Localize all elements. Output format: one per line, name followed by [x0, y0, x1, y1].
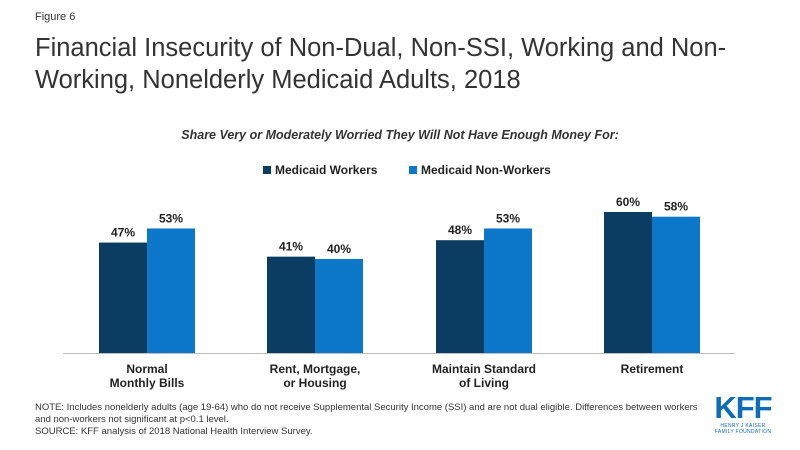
data-label-3-series-1: 48%	[448, 223, 472, 237]
chart-title: Financial Insecurity of Non-Dual, Non-SS…	[35, 34, 727, 94]
bar-1-series-2	[147, 228, 195, 353]
data-label-4-series-2: 58%	[664, 200, 688, 214]
logo-mark: KFF	[714, 390, 772, 425]
bar-3-series-1	[436, 240, 484, 353]
data-label-1-series-2: 53%	[159, 211, 183, 225]
data-label-2-series-1: 41%	[279, 240, 303, 254]
kff-logo: KFF HENRY J KAISER FAMILY FOUNDATION	[707, 390, 779, 435]
legend-swatch-2	[409, 166, 417, 174]
logo-line-1: HENRY J KAISER	[720, 423, 766, 429]
data-label-4-series-1: 60%	[616, 195, 640, 209]
footnote: NOTE: Includes nonelderly adults (age 19…	[35, 402, 705, 438]
bar-3-series-2	[484, 228, 532, 353]
category-label-2: Rent, Mortgage, or Housing	[270, 362, 361, 390]
legend-swatch-1	[263, 166, 271, 174]
data-label-1-series-1: 47%	[111, 226, 135, 240]
data-label-2-series-2: 40%	[327, 242, 351, 256]
category-label-4: Retirement	[621, 362, 684, 376]
legend-label-1: Medicaid Workers	[275, 163, 378, 177]
bar-4-series-2	[652, 216, 700, 353]
bar-2-series-1	[267, 256, 315, 353]
category-label-1: Normal Monthly Bills	[110, 362, 185, 390]
logo-line-2: FAMILY FOUNDATION	[714, 429, 772, 435]
footnote-note: NOTE: Includes nonelderly adults (age 19…	[35, 402, 698, 425]
legend-label-2: Medicaid Non-Workers	[421, 163, 551, 177]
category-label-3: Maintain Standard of Living	[432, 362, 536, 390]
chart-subtitle: Share Very or Moderately Worried They Wi…	[181, 128, 619, 142]
figure-label: Figure 6	[35, 11, 76, 23]
bar-chart: Medicaid Workers Medicaid Non-Workers 47% 5…	[63, 163, 735, 390]
footnote-source: SOURCE: KFF analysis of 2018 National He…	[35, 426, 313, 437]
bar-2-series-2	[315, 259, 363, 353]
data-label-3-series-2: 53%	[496, 211, 520, 225]
bar-4-series-1	[604, 212, 652, 353]
bar-1-series-1	[99, 242, 147, 353]
